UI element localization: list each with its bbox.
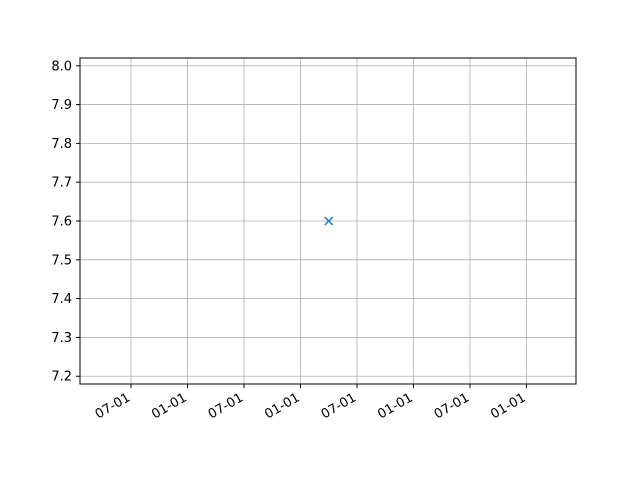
y-tick-label: 7.2 (51, 370, 72, 385)
y-axis: 7.2 7.3 7.4 7.5 7.6 7.7 7.8 7.9 8.0 (51, 59, 80, 385)
y-tick-label: 7.6 (51, 215, 72, 230)
y-tick-label: 7.4 (51, 292, 72, 307)
y-tick-label: 8.0 (51, 59, 72, 74)
data-points (324, 216, 334, 226)
y-tick-label: 7.7 (51, 176, 72, 191)
data-point (324, 216, 334, 226)
y-tick-label: 7.9 (51, 98, 72, 113)
y-tick-label: 7.3 (51, 331, 72, 346)
y-tick-label: 7.8 (51, 137, 72, 152)
y-tick-label: 7.5 (51, 253, 72, 268)
grid-lines (80, 58, 576, 384)
